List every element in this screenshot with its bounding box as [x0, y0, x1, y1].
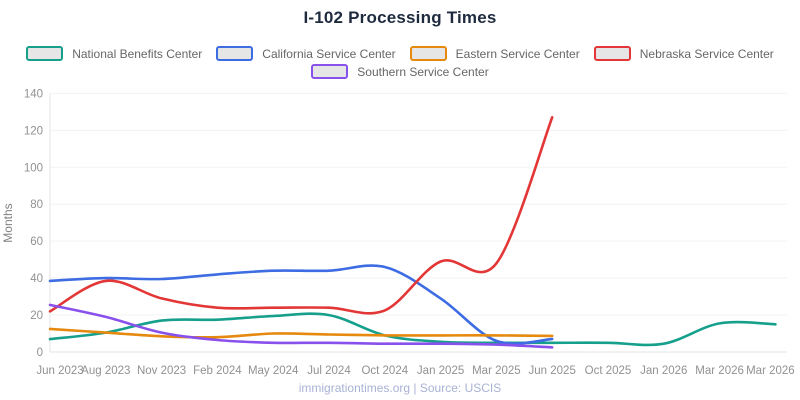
legend-row-1: National Benefits Center California Servi…: [26, 46, 774, 61]
y-tick-label: 40: [30, 273, 43, 285]
y-tick-label: 100: [24, 162, 43, 174]
legend-item-eastern-service-center[interactable]: Eastern Service Center: [409, 46, 580, 61]
legend-swatch-eastern-service-center: [409, 46, 447, 61]
x-tick-label: Jan 2026: [640, 365, 687, 377]
x-tick-label: Oct 2025: [585, 365, 632, 377]
legend-item-california-service-center[interactable]: California Service Center: [216, 46, 396, 61]
x-tick-label: Mar 2026: [746, 365, 795, 377]
series-line-nebraska-service-center: [48, 116, 554, 315]
x-tick-label: Feb 2024: [193, 365, 242, 377]
y-tick-label: 120: [24, 125, 43, 137]
y-tick-label: 140: [24, 88, 43, 100]
series-line-southern-service-center: [48, 303, 554, 349]
series-line-national-benefits-center: [48, 312, 777, 347]
x-tick-label: Mar 2025: [472, 365, 521, 377]
legend-item-nebraska-service-center[interactable]: Nebraska Service Center: [593, 46, 774, 61]
chart-legend: National Benefits Center California Servi…: [0, 46, 800, 79]
legend-swatch-national-benefits-center: [26, 46, 64, 61]
x-tick-label: Jan 2025: [417, 365, 464, 377]
x-tick-label: Mar 2026: [695, 365, 744, 377]
legend-label: California Service Center: [262, 46, 396, 61]
series-line-california-service-center: [48, 264, 554, 345]
x-tick-label: Jun 2025: [529, 365, 576, 377]
x-tick-label: Oct 2024: [361, 365, 408, 377]
x-tick-label: Nov 2023: [137, 365, 186, 377]
x-tick-label: May 2024: [248, 365, 299, 377]
footer-attribution: immigrationtimes.org | Source: USCIS: [298, 381, 502, 395]
legend-item-southern-service-center[interactable]: Southern Service Center: [311, 64, 489, 79]
x-tick-label: Jul 2024: [307, 365, 351, 377]
y-tick-label: 0: [37, 347, 43, 359]
legend-label: Eastern Service Center: [455, 46, 580, 61]
x-tick-label: Aug 2023: [81, 365, 130, 377]
legend-swatch-nebraska-service-center: [593, 46, 631, 61]
y-tick-label: 80: [30, 199, 43, 211]
legend-row-2: Southern Service Center: [311, 64, 489, 79]
legend-label: Southern Service Center: [357, 64, 489, 79]
y-axis-title: Months: [1, 203, 15, 243]
series-line-eastern-service-center: [48, 327, 554, 339]
x-tick-label: Jun 2023: [36, 365, 83, 377]
legend-label: Nebraska Service Center: [639, 46, 774, 61]
legend-swatch-california-service-center: [216, 46, 254, 61]
chart-title: I-102 Processing Times: [303, 8, 497, 27]
legend-label: National Benefits Center: [72, 46, 203, 61]
y-tick-label: 60: [30, 236, 43, 248]
legend-item-national-benefits-center[interactable]: National Benefits Center: [26, 46, 202, 61]
y-tick-label: 20: [30, 310, 43, 322]
legend-swatch-southern-service-center: [311, 64, 349, 79]
